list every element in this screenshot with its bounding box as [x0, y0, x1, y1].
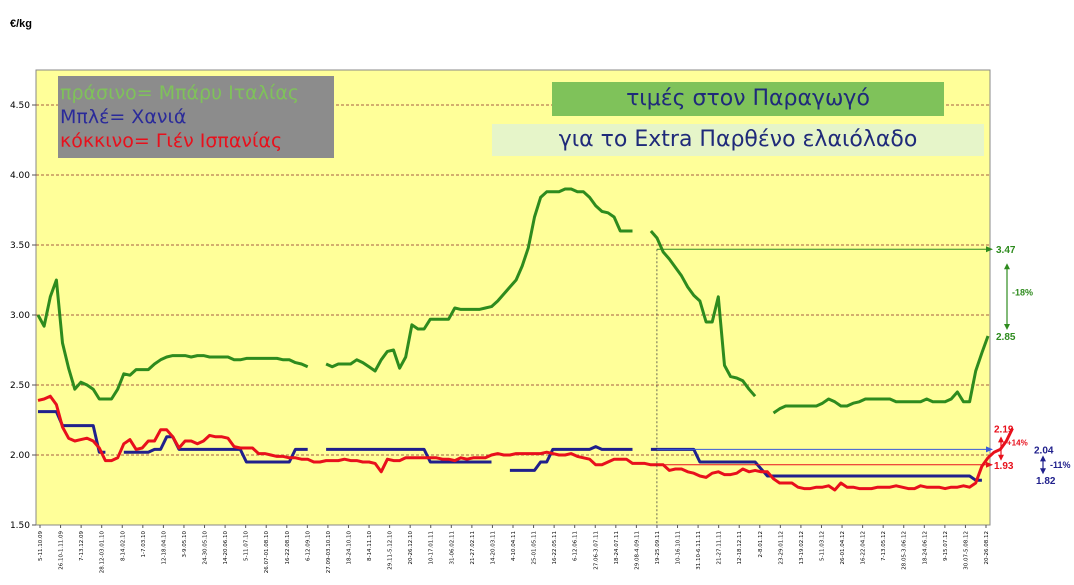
green-range-arrow-down	[1004, 324, 1010, 330]
green-low-label: 2.85	[996, 332, 1016, 343]
x-tick-label: 19-25.09.11	[655, 531, 661, 564]
x-tick-label: 20-26.08.12	[984, 531, 990, 564]
x-tick-label: 4-10.04.11	[511, 531, 517, 561]
x-tick-label: 20-26.12.10	[408, 531, 414, 565]
y-tick-label: 1.50	[10, 521, 30, 531]
x-tick-label: 28.12-03.01.10	[100, 531, 106, 574]
green-high-label: 3.47	[996, 245, 1016, 256]
x-tick-label: 9-15.07.12	[943, 531, 949, 561]
x-tick-label: 31.10-6.11.11	[696, 531, 702, 570]
x-tick-label: 2-8.01.12	[758, 531, 764, 557]
y-tick-label: 3.50	[10, 241, 30, 251]
x-tick-label: 29.11-5.12.10	[388, 531, 394, 570]
blue-low-label: 1.82	[1036, 476, 1056, 487]
y-tick-label: 2.50	[10, 381, 30, 391]
green-high-arrow-head	[986, 246, 993, 253]
blue-high-arrow-head	[986, 446, 993, 453]
red-high-label: 2.19	[994, 424, 1014, 435]
x-tick-label: 6-12.09.10	[305, 531, 311, 561]
x-tick-label: 25-01.05.11	[532, 531, 538, 564]
x-axis-ticks: 5-11.10.09 26.10-1.11.09 7-13.12.09 28.12-0…	[38, 525, 990, 573]
x-tick-label: 7-13.12.09	[79, 531, 85, 561]
x-tick-label: 23-29.01.12	[778, 531, 784, 564]
x-tick-label: 16-22.04.12	[861, 531, 867, 564]
x-tick-label: 8-14.11.10	[367, 531, 373, 561]
x-tick-label: 18-24.10.10	[346, 531, 352, 565]
blue-change-label: -11%	[1050, 460, 1071, 470]
x-tick-label: 7-13.05.12	[881, 531, 887, 561]
annotations: 3.47 2.85 -18% 2.19 1.93 +14% 2.04 1.82 -11%	[656, 245, 1071, 525]
y-axis-ticks: 1.50 2.00 2.50 3.00 3.50 4.00 4.50	[10, 101, 36, 531]
green-range-arrow-up	[1004, 263, 1010, 270]
series-line	[38, 410, 982, 482]
y-tick-label: 4.00	[10, 171, 30, 181]
x-tick-label: 10-17.01.11	[429, 531, 435, 564]
x-tick-label: 12-18.12.11	[737, 531, 743, 564]
x-tick-label: 24-30.05.10	[203, 531, 209, 565]
legend: πράσινο= Μπάρυ Ιταλίας Μπλέ= Χανιά κόκκι…	[58, 76, 334, 158]
x-tick-label: 6-12.06.11	[573, 531, 579, 561]
x-tick-label: 12-18.04.10	[161, 531, 167, 565]
x-tick-label: 3-9.05.10	[182, 531, 188, 558]
x-tick-label: 14-20.03.11	[490, 531, 496, 564]
x-tick-label: 31-06.02.11	[449, 531, 455, 564]
x-tick-label: 26.10-1.11.09	[59, 531, 65, 570]
x-tick-label: 29.08-4.09.11	[634, 531, 640, 570]
x-tick-label: 21-27.02.11	[470, 531, 476, 564]
x-tick-label: 16-22.08.10	[285, 531, 291, 565]
legend-item-italy: πράσινο= Μπάρυ Ιταλίας	[60, 82, 300, 104]
x-tick-label: 26.07-01.08.10	[264, 531, 270, 574]
red-low-label: 1.93	[994, 461, 1014, 472]
blue-range-arrow-down	[1040, 468, 1046, 475]
y-tick-label: 2.00	[10, 451, 30, 461]
series-lines	[36, 187, 1014, 492]
legend-item-spain: κόκκινο= Γιέν Ισπανίας	[60, 130, 283, 152]
green-change-label: -18%	[1012, 288, 1033, 298]
red-range-arrow-up	[998, 436, 1004, 443]
x-tick-label: 1-7.03.10	[141, 531, 147, 558]
blue-high-label: 2.04	[1034, 445, 1054, 456]
x-tick-label: 14-20.06.10	[223, 531, 229, 565]
chart-title: τιμές στον Παραγωγό	[552, 82, 944, 116]
x-tick-label: 18-24.06.12	[922, 531, 928, 564]
x-tick-label: 28.05-3.06.12	[902, 531, 908, 570]
x-tick-label: 13-19.02.12	[799, 531, 805, 564]
x-tick-label: 27.09-03.10.10	[326, 531, 332, 574]
legend-item-chania: Μπλέ= Χανιά	[60, 106, 187, 128]
x-tick-label: 16-22.05.11	[552, 531, 558, 564]
x-tick-label: 27.06-3.07.11	[593, 531, 599, 570]
x-tick-label: 8-14.02.10	[120, 531, 126, 561]
blue-range-arrow-up	[1040, 455, 1046, 462]
x-tick-label: 18-24.07.11	[614, 531, 620, 564]
red-range-arrow-down	[998, 454, 1004, 461]
chart-subtitle: για το Extra Παρθένο ελαιόλαδο	[492, 124, 984, 156]
y-tick-label: 4.50	[10, 101, 30, 111]
x-tick-label: 10-16.10.11	[676, 531, 682, 564]
series-line	[36, 187, 990, 415]
red-change-label: +14%	[1007, 439, 1028, 448]
red-low-arrow-head	[986, 461, 993, 468]
x-tick-label: 21-27.11.11	[717, 531, 723, 564]
x-tick-label: 5-11.03.12	[819, 531, 825, 561]
x-tick-label: 5-11.10.09	[38, 531, 44, 561]
x-tick-label: 26-01.04.12	[840, 531, 846, 564]
series-line	[37, 394, 1014, 492]
x-tick-label: 30.07-5.08.12	[963, 531, 969, 570]
y-axis-unit: €/kg	[10, 18, 33, 30]
x-tick-label: 5-11.07.10	[244, 531, 250, 561]
y-tick-label: 3.00	[10, 311, 30, 321]
